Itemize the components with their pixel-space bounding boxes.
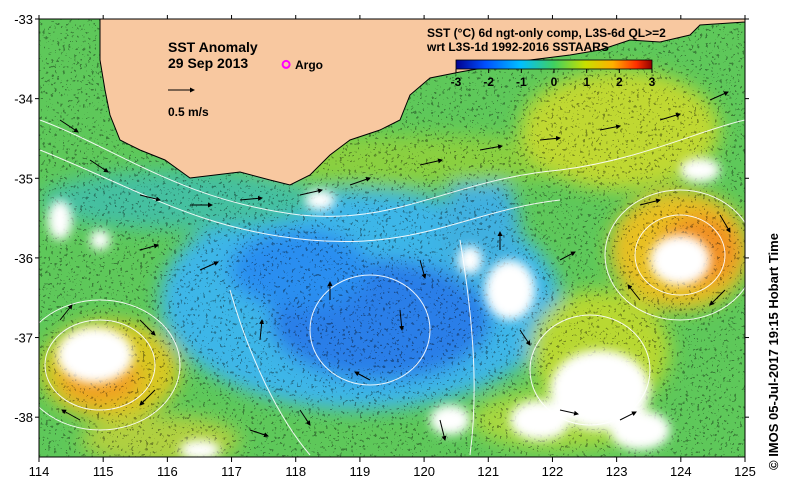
x-tick-label: 119: [350, 464, 371, 479]
x-tick-label: 124: [670, 464, 692, 479]
y-tick-label: -36: [14, 251, 33, 266]
map-title: SST Anomaly: [168, 39, 258, 55]
credit-text: © IMOS 05-Jul-2017 19:15 Hobart Time: [766, 233, 781, 470]
x-tick-label: 125: [734, 464, 756, 479]
x-tick-label: 114: [29, 464, 50, 479]
y-tick-label: -38: [14, 410, 33, 425]
plot-frame: [38, 18, 746, 458]
x-tick-label: 120: [413, 464, 435, 479]
x-tick-label: 116: [157, 464, 178, 479]
y-tick-label: -34: [14, 92, 33, 107]
product-info: SST (°C) 6d ngt-only comp, L3S-6d QL>=2 …: [426, 26, 666, 54]
colorbar-tick-label: 1: [583, 75, 590, 89]
y-tick-label: -37: [14, 331, 33, 346]
colorbar-tick-label: 3: [649, 75, 656, 89]
ssh-contours: [39, 119, 745, 456]
colorbar-tick-label: 2: [616, 75, 623, 89]
product-line-1: SST (°C) 6d ngt-only comp, L3S-6d QL>=2: [427, 26, 666, 40]
x-tick-label: 122: [542, 464, 564, 479]
y-tick-label: -33: [14, 12, 33, 27]
colorbar-tick-label: -2: [483, 75, 494, 89]
argo-marker-icon: [281, 59, 291, 69]
x-tick-label: 121: [477, 464, 499, 479]
argo-label: Argo: [295, 58, 323, 72]
velocity-scale-label: 0.5 m/s: [168, 105, 209, 119]
product-line-2: wrt L3S-1d 1992-2016 SSTAARS: [426, 40, 609, 54]
land-mass: [99, 19, 745, 186]
x-tick-label: 115: [93, 464, 114, 479]
x-tick-label: 123: [606, 464, 628, 479]
y-axis: -33-34-35-36-37-38: [14, 12, 749, 425]
x-axis: 114 115 116 117 118 119 120 121 122 123 124 125: [29, 15, 756, 479]
x-tick-label: 118: [285, 464, 306, 479]
colorbar-tick-label: -1: [516, 75, 527, 89]
colorbar: -3 -2 -1 0 1 2 3: [451, 59, 656, 89]
colorbar-gradient: [455, 59, 653, 70]
velocity-arrows: [59, 91, 731, 441]
y-tick-label: -35: [14, 171, 33, 186]
sst-field: [39, 19, 745, 457]
colorbar-tick-label: 0: [551, 75, 558, 89]
argo-legend: Argo: [281, 58, 323, 72]
x-tick-label: 117: [221, 464, 242, 479]
colorbar-tick-label: -3: [451, 75, 462, 89]
velocity-scale: 0.5 m/s: [168, 87, 209, 119]
map-date: 29 Sep 2013: [168, 55, 248, 71]
